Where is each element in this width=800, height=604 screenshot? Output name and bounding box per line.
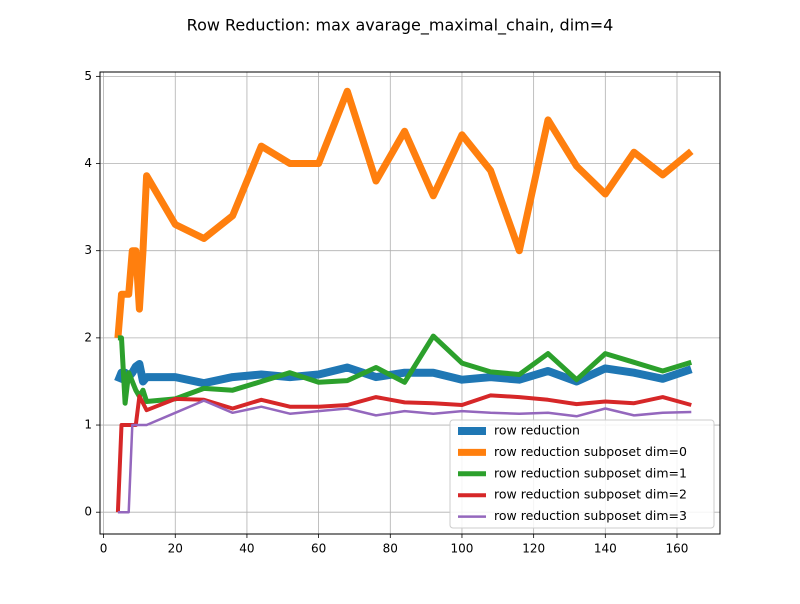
y-tick-label: 4 — [84, 156, 92, 170]
y-tick-label: 5 — [84, 69, 92, 83]
axes-layer: 0 20 40 60 80 100 120 140 160 0 1 2 3 4 5 — [84, 69, 688, 556]
x-tick-label: 0 — [100, 542, 108, 556]
legend-label: row reduction — [494, 423, 580, 438]
plot-frame — [99, 71, 721, 535]
series-line — [114, 87, 694, 339]
x-tick-label: 140 — [594, 542, 617, 556]
legend-box — [449, 419, 715, 529]
x-tick-label: 20 — [168, 542, 183, 556]
x-tick-label: 40 — [239, 542, 254, 556]
x-tick-label: 160 — [666, 542, 689, 556]
y-tick-label: 2 — [84, 330, 92, 344]
legend: row reduction row reduction subposet dim=… — [449, 419, 715, 529]
legend-label: row reduction subposet dim=2 — [494, 487, 687, 502]
legend-label: row reduction subposet dim=3 — [494, 508, 687, 523]
chart-title: Row Reduction: max avarage_maximal_chain… — [187, 16, 614, 36]
y-tick-label: 0 — [84, 505, 92, 519]
y-tick-label: 1 — [84, 418, 92, 432]
x-tick-label: 120 — [522, 542, 545, 556]
series-line — [117, 399, 692, 514]
x-tick-label: 80 — [383, 542, 398, 556]
legend-label: row reduction subposet dim=0 — [494, 444, 687, 459]
series-layer — [114, 87, 694, 514]
legend-label: row reduction subposet dim=1 — [494, 465, 687, 480]
x-tick-label: 100 — [451, 542, 474, 556]
series-line — [117, 333, 693, 406]
x-tick-label: 60 — [311, 542, 326, 556]
y-tick-label: 3 — [84, 243, 92, 257]
